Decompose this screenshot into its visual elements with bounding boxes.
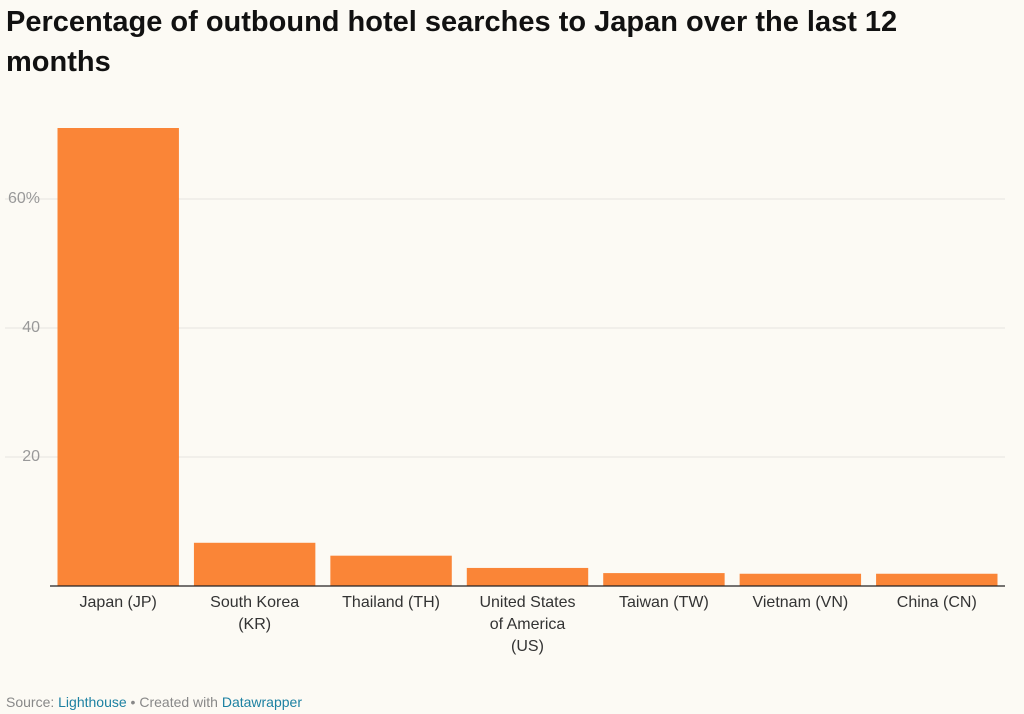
y-tick-label: 60% — [8, 190, 40, 207]
x-tick-label: Japan (JP) — [79, 594, 157, 611]
y-tick-label: 20 — [22, 448, 40, 465]
x-tick-label-box: Japan (JP) — [79, 594, 157, 611]
x-tick-label: Vietnam (VN) — [752, 594, 849, 611]
bar — [193, 542, 316, 586]
bar — [739, 573, 862, 586]
x-tick-label: Thailand (TH) — [342, 594, 440, 611]
footer: Source: Lighthouse • Created with Datawr… — [6, 694, 302, 710]
bar — [603, 573, 725, 586]
bar — [57, 128, 179, 586]
bar — [876, 573, 998, 586]
x-tick-label-box: South Korea (KR) — [210, 594, 300, 633]
x-tick-label: Taiwan (TW) — [619, 594, 709, 611]
source-link[interactable]: Lighthouse — [58, 694, 127, 710]
tool-link[interactable]: Datawrapper — [221, 694, 302, 710]
x-tick-label-box: China (CN) — [896, 594, 977, 611]
x-tick-label: United States of America (US) — [479, 594, 576, 655]
chart: 20 40 60% Japan (JP) South Korea (KR) Thailan… — [5, 128, 1005, 655]
separator: • — [130, 694, 136, 710]
bar — [330, 555, 452, 586]
credit: Created with — [139, 694, 218, 710]
chart-title: Percentage of outbound hotel searches to… — [6, 6, 898, 78]
x-tick-label-box: Vietnam (VN) — [752, 594, 849, 611]
x-tick-label-box: United States of America (US) — [479, 594, 576, 655]
bar — [466, 567, 589, 586]
x-tick-label: China (CN) — [896, 594, 977, 611]
y-tick-label: 40 — [22, 319, 40, 336]
x-tick-label-box: Taiwan (TW) — [619, 594, 709, 611]
x-tick-label-box: Thailand (TH) — [342, 594, 440, 611]
source-label: Source: — [6, 694, 55, 710]
x-tick-label: South Korea (KR) — [210, 594, 300, 633]
